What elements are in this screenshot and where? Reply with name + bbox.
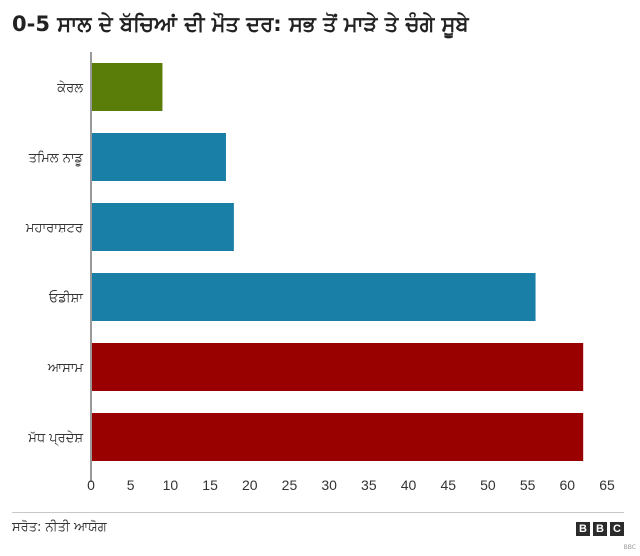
x-tick-label-7: 30 [321,477,337,493]
x-tick-label-10: 45 [440,477,456,493]
x-tick-label-11: 50 [480,477,496,493]
category-label-3: ਮਹਾਰਾਸ਼ਟਰ [25,221,84,236]
bbc-logo-letter-1: B [576,522,590,536]
category-label-6: ਮੱਧ ਪ੍ਰਦੇਸ਼ [27,431,83,447]
x-tick-label-12: 55 [520,477,536,493]
source-note: ਸਰੋਤ: ਨੀਤੀ ਆਯੋਗ [12,520,107,535]
chart-title: 0-5 ਸਾਲ ਦੇ ਬੱਚਿਆਂ ਦੀ ਮੌਤ ਦਰ: ਸਭ ਤੋਂ ਮਾੜੇ… [12,12,469,36]
x-tick-label-2: 5 [127,477,135,493]
x-tick-label-13: 60 [560,477,576,493]
bar-4 [92,273,536,321]
bar-5 [92,343,584,391]
category-label-2: ਤਮਿਲ ਨਾਡੂ [28,151,84,166]
x-tick-label-5: 20 [242,477,258,493]
bar-1 [92,63,163,111]
category-label-1: ਕੇਰਲ [56,81,83,96]
x-tick-label-8: 35 [361,477,377,493]
x-tick-label-1: 0 [87,477,95,493]
x-tick-label-6: 25 [282,477,298,493]
x-tick-label-4: 15 [202,477,218,493]
x-tick-label-14: 65 [599,477,615,493]
x-tick-label-9: 40 [401,477,417,493]
bbc-logo-letter-3: C [610,522,624,536]
bbc-logo-letter-2: B [593,522,607,536]
bar-6 [92,413,584,461]
bar-2 [92,133,226,181]
footer-divider [12,512,624,513]
bar-chart: ਕੇਰਲ ਤਮਿਲ ਨਾਡੂ ਮਹਾਰਾਸ਼ਟਰ ਓਡੀਸ਼ਾ ਆਸਾਮ ਮੱਧ ਪ੍ਰਦ… [25,52,615,493]
bar-3 [92,203,234,251]
x-tick-label-3: 10 [163,477,179,493]
bbc-mini-tag: BBC [623,544,636,551]
bbc-logo: B B C [576,522,624,536]
category-label-4: ਓਡੀਸ਼ਾ [48,290,84,306]
category-label-5: ਆਸਾਮ [47,361,84,376]
